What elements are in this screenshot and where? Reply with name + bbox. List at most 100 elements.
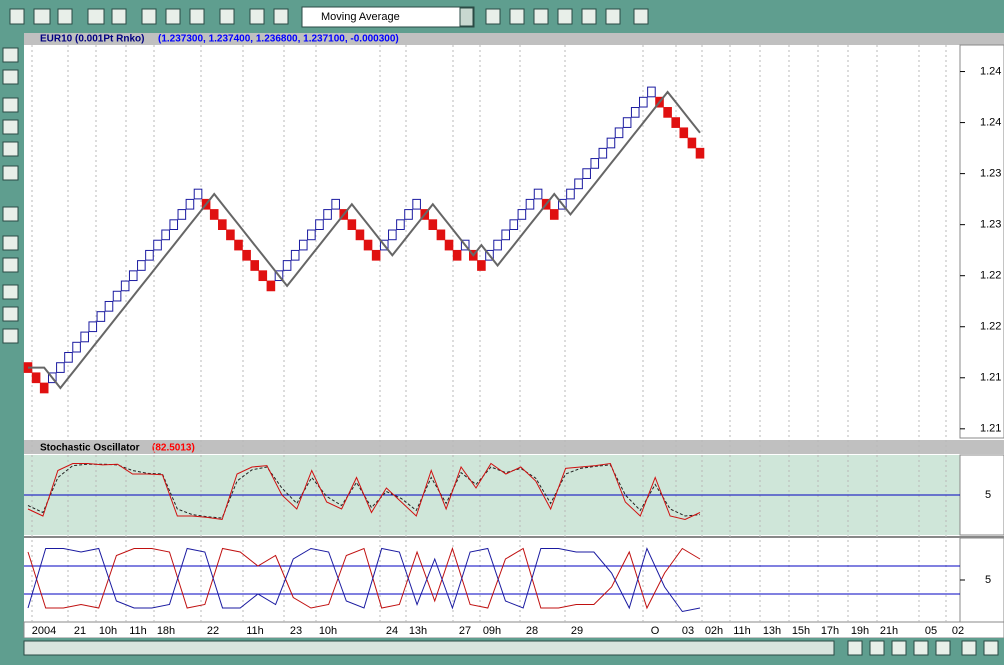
renko-brick-down [452,249,462,261]
crosshair-button[interactable] [249,8,265,25]
renko-brick-up [614,127,624,139]
renko-brick-down [363,239,373,251]
function-button[interactable] [533,8,549,25]
undo-button[interactable] [219,8,235,25]
fib-tool[interactable] [2,165,19,181]
tool-button[interactable] [509,8,525,25]
price-values: (1.237300, 1.237400, 1.236800, 1.237100,… [158,34,399,45]
renko-brick-up [104,300,114,312]
renko-brick-up [80,331,89,343]
tool-button[interactable] [557,8,573,25]
renko-brick-up [388,229,397,241]
zoom-button[interactable] [273,8,289,25]
scroll-right-button[interactable] [983,640,999,656]
print-button[interactable] [87,8,105,25]
renko-brick-up [185,198,195,210]
renko-brick-up [412,198,421,210]
ellipse-tool[interactable] [2,284,19,300]
zoom-out-button[interactable] [913,640,929,656]
scroll-left-button[interactable] [961,640,977,656]
renko-brick-up [517,209,527,220]
renko-brick-up [137,260,146,271]
price-tick-label: 1.23 [980,168,1001,180]
chart-window [24,33,1004,638]
vline-tool[interactable] [2,141,19,157]
scroll-button[interactable] [847,640,863,656]
scroll-button[interactable] [869,640,885,656]
time-label: 11h [733,625,751,637]
cut-button[interactable] [141,8,157,25]
time-label: 02h [705,625,723,637]
renko-brick-up [396,219,405,231]
price-tick-label: 1.21 [980,372,1001,384]
time-label: 19h [851,625,869,637]
renko-brick-down [371,249,381,261]
renko-brick-up [639,96,648,108]
renko-brick-down [39,382,49,394]
stoch-k [27,462,701,521]
hline-tool[interactable] [2,119,19,135]
renko-brick-down [347,219,357,231]
dollar-button[interactable] [581,8,597,25]
text-tool[interactable] [2,235,19,251]
stoch-value: (82.5013) [152,443,195,454]
indicator-select[interactable] [301,6,475,28]
renko-brick-up [145,249,154,261]
renko-brick-up [177,209,187,220]
preview-button[interactable] [111,8,127,25]
new-button[interactable] [9,8,25,25]
cross-tool[interactable] [2,69,19,85]
time-label: 13h [763,625,781,637]
time-label: 05 [925,625,937,637]
triangle-tool[interactable] [2,328,19,344]
renko-brick-up [533,188,543,200]
time-label: O [651,625,660,637]
time-label: 21 [74,625,86,637]
grid-tool[interactable] [2,257,19,273]
price-tick-label: 1.22 [980,321,1001,333]
time-label: 02 [952,625,964,637]
renko-brick-down [687,137,697,149]
renko-brick-down [444,239,454,251]
open-button[interactable] [33,8,51,25]
time-label: 18h [157,625,175,637]
line-tool[interactable] [2,97,19,113]
time-label: 21h [880,625,898,637]
time-label: 11h [246,625,264,637]
pointer-tool[interactable] [2,47,19,63]
time-label: 09h [483,625,501,637]
find-button[interactable] [605,8,621,25]
copy-button[interactable] [165,8,181,25]
renko-brick-down [679,127,689,139]
expand-tool[interactable] [2,206,19,222]
renko-brick-up [56,362,65,373]
stoch-d [27,463,701,519]
renko-brick-up [315,219,324,231]
renko-brick-up [72,341,81,353]
renko-brick-up [193,188,203,200]
renko-brick-up [493,239,502,251]
price-axis [959,44,1004,439]
renko-brick-up [582,168,591,179]
scroll-button[interactable] [891,640,907,656]
scrollbar[interactable] [23,640,835,656]
help-button[interactable] [633,8,649,25]
renko-brick-up [647,86,656,98]
paste-button[interactable] [189,8,205,25]
renko-brick-down [428,219,438,231]
tool-button[interactable] [485,8,501,25]
stoch-tick-label: 5 [985,489,991,501]
rect-tool[interactable] [2,306,19,322]
renko-brick-down [31,372,41,384]
time-label: 10h [99,625,117,637]
price-title: EUR10 (0.001Pt Rnko) [40,34,144,45]
indicator-select-text: Moving Average [321,11,400,23]
zoom-in-button[interactable] [935,640,951,656]
renko-brick-up [120,280,130,292]
save-button[interactable] [57,8,73,25]
renko-brick-up [590,158,600,169]
renko-brick-down [663,107,672,118]
renko-brick-up [290,249,300,261]
select-arrow[interactable] [459,7,474,27]
renko-brick-down [234,239,243,251]
